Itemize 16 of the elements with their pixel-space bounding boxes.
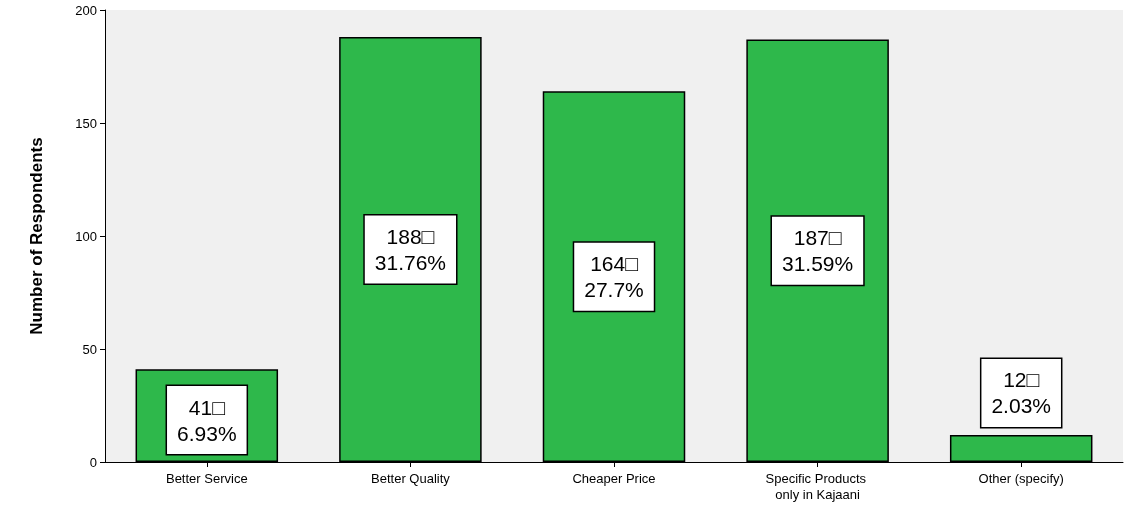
data-label: 12□ 2.03% [991,368,1051,418]
y-axis-title: Number of Respondents [27,137,46,335]
y-tick-label: 50 [82,341,97,357]
x-tick-label: Specific Products only in Kajaani [765,470,870,502]
data-label: 164□ 27.7% [584,252,644,302]
x-tick-label: Cheaper Price [572,470,656,486]
data-label: 188□ 31.76% [374,225,447,275]
y-tick-label: 100 [75,228,97,244]
y-tick-label: 0 [89,454,97,470]
y-tick-label: 150 [75,115,97,131]
data-label: 41□ 6.93% [177,395,237,445]
x-tick-label: Better Quality [371,470,451,486]
y-tick-label: 200 [75,2,97,18]
data-label: 187□ 31.59% [781,226,854,276]
x-tick-label: Better Service [165,470,248,486]
x-tick-label: Other (specify) [978,470,1064,486]
